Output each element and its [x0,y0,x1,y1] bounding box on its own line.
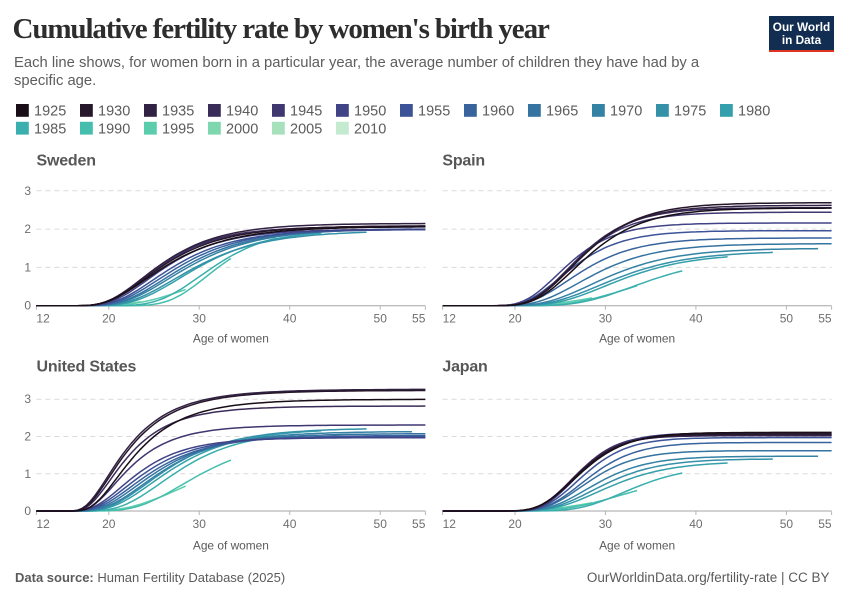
svg-text:20: 20 [102,517,116,531]
svg-text:1940: 1940 [226,104,258,120]
svg-text:55: 55 [412,312,426,326]
svg-text:0: 0 [24,299,31,313]
svg-text:0: 0 [24,504,31,518]
svg-text:Sweden: Sweden [37,152,96,169]
svg-text:1955: 1955 [418,104,450,120]
svg-text:12: 12 [443,517,457,531]
svg-text:20: 20 [102,312,116,326]
svg-text:30: 30 [599,517,613,531]
svg-text:2005: 2005 [290,121,322,137]
svg-text:50: 50 [780,312,794,326]
svg-text:30: 30 [193,312,207,326]
svg-text:40: 40 [283,517,297,531]
svg-text:40: 40 [689,517,703,531]
svg-text:3: 3 [24,392,31,406]
svg-text:50: 50 [780,517,794,531]
svg-text:12: 12 [36,312,50,326]
svg-text:55: 55 [818,312,832,326]
svg-text:2: 2 [24,430,31,444]
svg-text:1960: 1960 [482,104,514,120]
svg-text:1985: 1985 [34,121,66,137]
svg-text:1970: 1970 [610,104,642,120]
svg-text:12: 12 [36,517,50,531]
svg-text:2: 2 [24,222,31,236]
svg-text:1975: 1975 [674,104,706,120]
svg-text:30: 30 [599,312,613,326]
svg-text:Age of women: Age of women [193,539,269,553]
svg-text:40: 40 [283,312,297,326]
svg-text:Japan: Japan [442,359,487,376]
svg-text:1990: 1990 [98,121,130,137]
svg-text:1980: 1980 [738,104,770,120]
svg-text:1935: 1935 [162,104,194,120]
svg-text:United States: United States [37,359,137,376]
svg-text:50: 50 [374,312,388,326]
svg-text:12: 12 [443,312,457,326]
svg-text:55: 55 [818,517,832,531]
svg-text:1: 1 [24,467,31,481]
svg-text:20: 20 [508,312,522,326]
svg-text:1945: 1945 [290,104,322,120]
svg-text:20: 20 [508,517,522,531]
svg-text:1995: 1995 [162,121,194,137]
svg-text:1965: 1965 [546,104,578,120]
svg-text:Age of women: Age of women [599,539,675,553]
svg-text:2010: 2010 [354,121,386,137]
svg-text:50: 50 [374,517,388,531]
svg-text:40: 40 [689,312,703,326]
svg-text:1950: 1950 [354,104,386,120]
svg-text:55: 55 [412,517,426,531]
svg-text:2000: 2000 [226,121,258,137]
svg-text:Spain: Spain [442,152,485,169]
svg-text:1925: 1925 [34,104,66,120]
svg-text:Age of women: Age of women [193,331,269,345]
svg-text:1: 1 [24,260,31,274]
svg-text:30: 30 [193,517,207,531]
svg-text:1930: 1930 [98,104,130,120]
svg-text:3: 3 [24,184,31,198]
svg-text:Age of women: Age of women [599,331,675,345]
